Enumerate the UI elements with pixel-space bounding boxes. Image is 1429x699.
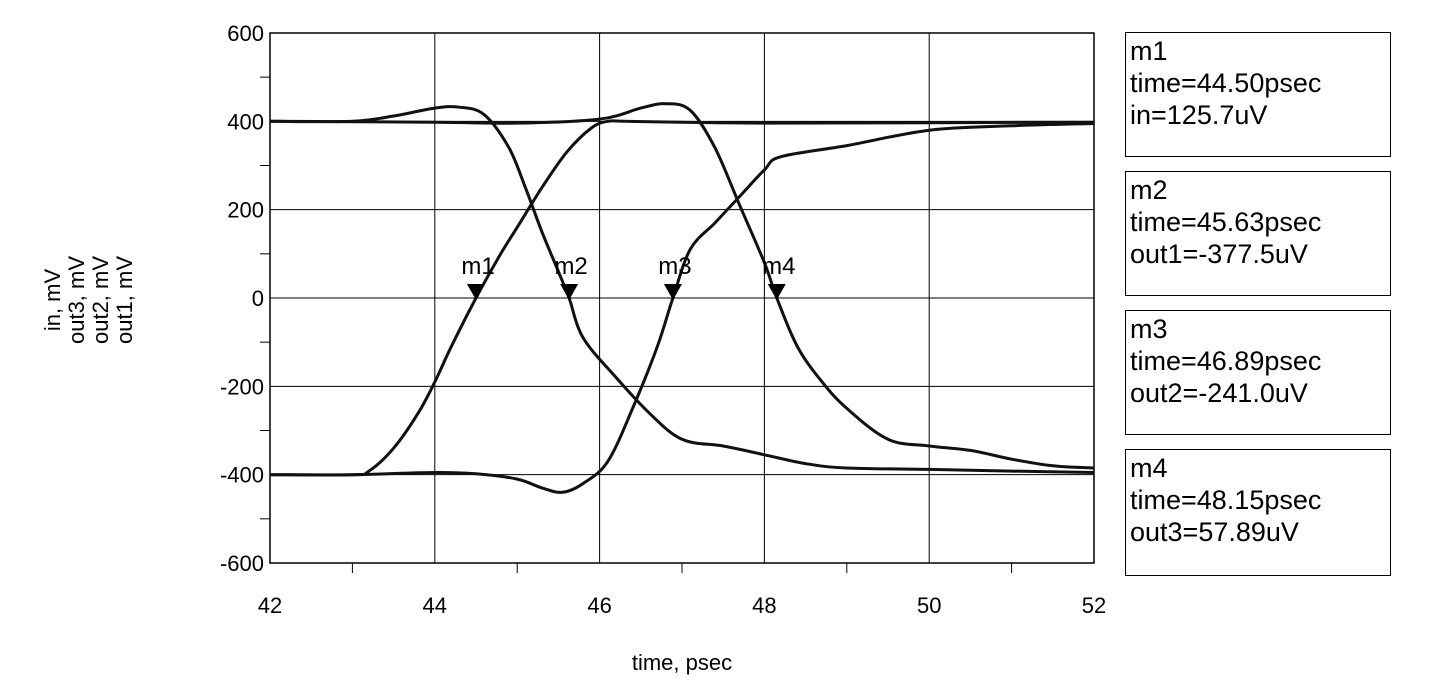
marker-readout-value: in=125.7uV — [1130, 100, 1268, 130]
marker-label-m1: m1 — [461, 253, 494, 280]
y-axis-title-line-2: out3, mV — [64, 256, 89, 344]
y-axis-title-line-4: out1, mV — [112, 256, 137, 344]
minor-ticks — [260, 76, 1013, 573]
x-tick-label: 52 — [1082, 593, 1106, 618]
marker-triangle-m3 — [663, 284, 682, 300]
marker-readout-value: out1=-377.5uV — [1130, 239, 1308, 269]
marker-readout-name: m2 — [1130, 175, 1168, 205]
markers-group: m1 m2 m3 m4 — [461, 253, 795, 300]
series-group — [269, 102, 1095, 494]
grid-lines — [269, 32, 1095, 564]
y-tick-label: 200 — [227, 198, 264, 223]
marker-readout-time: time=44.50psec — [1130, 68, 1322, 98]
marker-readout-value: out3=57.89uV — [1130, 517, 1299, 547]
x-tick-label: 46 — [587, 593, 611, 618]
marker-readout-time: time=45.63psec — [1130, 207, 1322, 237]
series-line-3 — [269, 122, 1095, 494]
marker-readout-value: out2=-241.0uV — [1130, 378, 1308, 408]
y-tick-label: 600 — [227, 21, 264, 46]
series-line-1 — [269, 119, 1095, 477]
y-tick-label: -400 — [220, 463, 264, 488]
marker-readout-time: time=48.15psec — [1130, 485, 1322, 515]
plot-frame — [269, 32, 1095, 564]
marker-readout-time: time=46.89psec — [1130, 346, 1322, 376]
series-line-2 — [269, 105, 1095, 474]
x-axis-title: time, psec — [632, 650, 732, 675]
y-tick-label: -600 — [220, 551, 264, 576]
y-tick-label: 0 — [252, 286, 264, 311]
marker-readout-m1: m1 time=44.50psec in=125.7uV — [1125, 32, 1391, 157]
marker-triangle-m4 — [767, 284, 786, 300]
series-line-4 — [269, 102, 1095, 470]
marker-readout-m2: m2 time=45.63psec out1=-377.5uV — [1125, 171, 1391, 296]
marker-readout-name: m1 — [1130, 36, 1168, 66]
y-axis-title-line-1: in, mV — [40, 269, 65, 332]
marker-triangle-m1 — [467, 284, 485, 300]
marker-triangle-m2 — [560, 284, 579, 300]
marker-label-m3: m3 — [658, 253, 691, 280]
y-tick-label: 400 — [227, 109, 264, 134]
x-tick-label: 48 — [752, 593, 776, 618]
marker-label-m4: m4 — [762, 253, 795, 280]
y-axis-title: in, mV out3, mV out2, mV out1, mV — [40, 256, 137, 344]
y-axis-title-line-3: out2, mV — [88, 256, 113, 344]
x-tick-label: 50 — [917, 593, 941, 618]
marker-readout-m3: m3 time=46.89psec out2=-241.0uV — [1125, 310, 1391, 435]
marker-readout-m4: m4 time=48.15psec out3=57.89uV — [1125, 449, 1391, 576]
x-tick-label: 42 — [258, 593, 282, 618]
marker-label-m2: m2 — [554, 253, 587, 280]
y-tick-labels: 600 400 200 0 -200 -400 -600 — [220, 21, 264, 576]
marker-readout-name: m4 — [1130, 453, 1168, 483]
x-tick-label: 44 — [423, 593, 447, 618]
x-tick-labels: 42 44 46 48 50 52 — [258, 593, 1106, 618]
marker-readout-name: m3 — [1130, 314, 1168, 344]
y-tick-label: -200 — [220, 374, 264, 399]
